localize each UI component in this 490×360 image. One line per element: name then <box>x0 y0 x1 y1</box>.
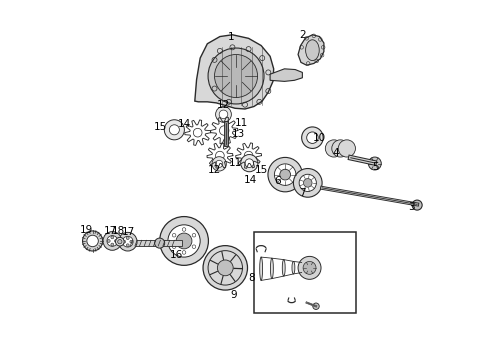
Circle shape <box>303 179 312 187</box>
Circle shape <box>216 151 224 160</box>
Circle shape <box>332 140 349 157</box>
Circle shape <box>307 132 318 143</box>
Ellipse shape <box>260 257 263 280</box>
Text: 15: 15 <box>153 122 167 132</box>
Text: 6: 6 <box>274 176 281 186</box>
Text: 12: 12 <box>208 165 221 175</box>
Circle shape <box>118 239 122 244</box>
Circle shape <box>220 126 229 135</box>
Text: 10: 10 <box>313 133 326 143</box>
Text: 2: 2 <box>299 30 306 40</box>
Text: 14: 14 <box>244 175 257 185</box>
Circle shape <box>155 238 165 248</box>
Text: 4: 4 <box>333 148 340 158</box>
Text: 7: 7 <box>299 188 306 198</box>
Circle shape <box>87 235 98 247</box>
Circle shape <box>412 200 422 210</box>
Circle shape <box>274 164 296 185</box>
Circle shape <box>218 260 233 276</box>
Circle shape <box>208 48 264 104</box>
Circle shape <box>313 303 319 310</box>
Circle shape <box>160 217 208 265</box>
Circle shape <box>107 235 118 246</box>
Text: 17: 17 <box>122 227 135 237</box>
Circle shape <box>111 236 114 239</box>
Bar <box>128 240 181 246</box>
Text: 12: 12 <box>217 100 230 110</box>
Circle shape <box>164 120 184 140</box>
Circle shape <box>130 240 133 243</box>
Circle shape <box>122 240 125 243</box>
Text: 13: 13 <box>232 129 245 139</box>
Ellipse shape <box>306 40 319 60</box>
Circle shape <box>216 160 223 167</box>
Ellipse shape <box>300 262 303 273</box>
Text: 16: 16 <box>170 250 183 260</box>
Circle shape <box>203 246 247 290</box>
Circle shape <box>82 231 102 251</box>
Circle shape <box>216 107 231 122</box>
Circle shape <box>303 261 316 274</box>
Polygon shape <box>270 69 302 81</box>
Circle shape <box>302 127 323 148</box>
Ellipse shape <box>292 261 295 274</box>
Circle shape <box>294 168 322 197</box>
Ellipse shape <box>270 258 273 279</box>
Text: 9: 9 <box>230 291 237 301</box>
Polygon shape <box>195 35 274 109</box>
Ellipse shape <box>282 260 285 276</box>
Circle shape <box>245 159 254 167</box>
Circle shape <box>116 237 124 246</box>
Circle shape <box>170 125 179 135</box>
Circle shape <box>325 140 343 157</box>
Circle shape <box>107 239 110 242</box>
Text: 3: 3 <box>409 202 415 212</box>
Circle shape <box>212 157 226 171</box>
Circle shape <box>176 233 192 249</box>
Circle shape <box>244 151 253 160</box>
Circle shape <box>241 154 258 172</box>
Text: 8: 8 <box>248 273 255 283</box>
Text: 11: 11 <box>235 118 248 128</box>
Bar <box>254 232 356 313</box>
Circle shape <box>299 174 317 192</box>
Circle shape <box>111 243 114 246</box>
Text: 14: 14 <box>177 120 191 129</box>
Circle shape <box>268 157 302 192</box>
Circle shape <box>194 128 202 137</box>
Circle shape <box>126 237 129 239</box>
Text: 11: 11 <box>229 158 242 168</box>
Polygon shape <box>298 35 324 65</box>
Circle shape <box>122 236 133 247</box>
Circle shape <box>219 110 228 119</box>
Circle shape <box>215 54 258 98</box>
Circle shape <box>119 232 137 251</box>
Text: 19: 19 <box>80 225 93 235</box>
Circle shape <box>368 157 381 170</box>
Circle shape <box>338 140 355 157</box>
Text: 17: 17 <box>104 226 117 236</box>
Circle shape <box>115 239 117 242</box>
Text: 5: 5 <box>372 162 379 172</box>
Circle shape <box>126 244 129 247</box>
Circle shape <box>280 169 291 180</box>
Circle shape <box>168 225 200 257</box>
Text: 1: 1 <box>228 32 235 41</box>
Circle shape <box>298 256 321 279</box>
Circle shape <box>103 231 122 250</box>
Text: 15: 15 <box>254 165 268 175</box>
Text: 18: 18 <box>112 226 125 236</box>
